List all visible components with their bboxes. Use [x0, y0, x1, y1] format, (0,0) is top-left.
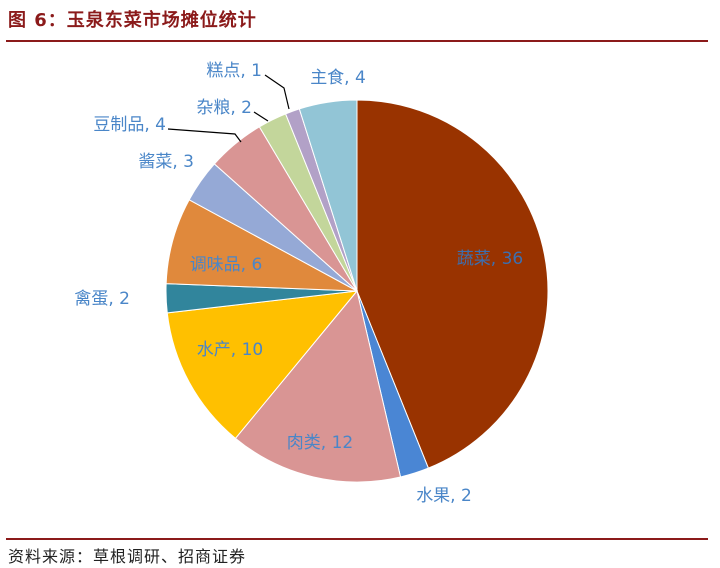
figure-title: 图 6：玉泉东菜市场摊位统计 — [8, 10, 257, 31]
leader-lines — [167, 74, 290, 143]
pie-slice-11 — [298, 99, 358, 292]
slice-labels: 蔬菜, 36 水果, 2 肉类, 12 水产, 10 禽蛋, 2 调味品, 6 酱菜, 3 豆… — [74, 61, 523, 506]
leader-line-8 — [167, 128, 242, 143]
pie-slice-4 — [166, 290, 359, 440]
pie-slices — [165, 99, 549, 483]
pie-slice-3 — [234, 289, 402, 483]
slice-label-9: 杂粮, 2 — [196, 98, 252, 118]
slice-label-4: 水产, 10 — [197, 340, 263, 360]
source-note: 资料来源：草根调研、招商证券 — [8, 547, 247, 566]
slice-label-6: 调味品, 6 — [190, 255, 263, 275]
slice-label-10: 糕点, 1 — [206, 61, 262, 81]
slice-label-2: 水果, 2 — [416, 486, 472, 506]
slice-label-1: 蔬菜, 36 — [457, 249, 523, 269]
slice-label-7: 酱菜, 3 — [138, 152, 194, 172]
slice-label-3: 肉类, 12 — [287, 433, 353, 453]
leader-line-9 — [253, 111, 269, 122]
slice-label-5: 禽蛋, 2 — [74, 289, 130, 309]
bottom-divider — [6, 538, 708, 540]
top-divider — [6, 40, 708, 42]
slice-label-11: 主食, 4 — [310, 68, 366, 88]
leader-line-10 — [264, 74, 290, 110]
pie-slice-1 — [356, 99, 549, 469]
slice-label-8: 豆制品, 4 — [93, 115, 166, 135]
